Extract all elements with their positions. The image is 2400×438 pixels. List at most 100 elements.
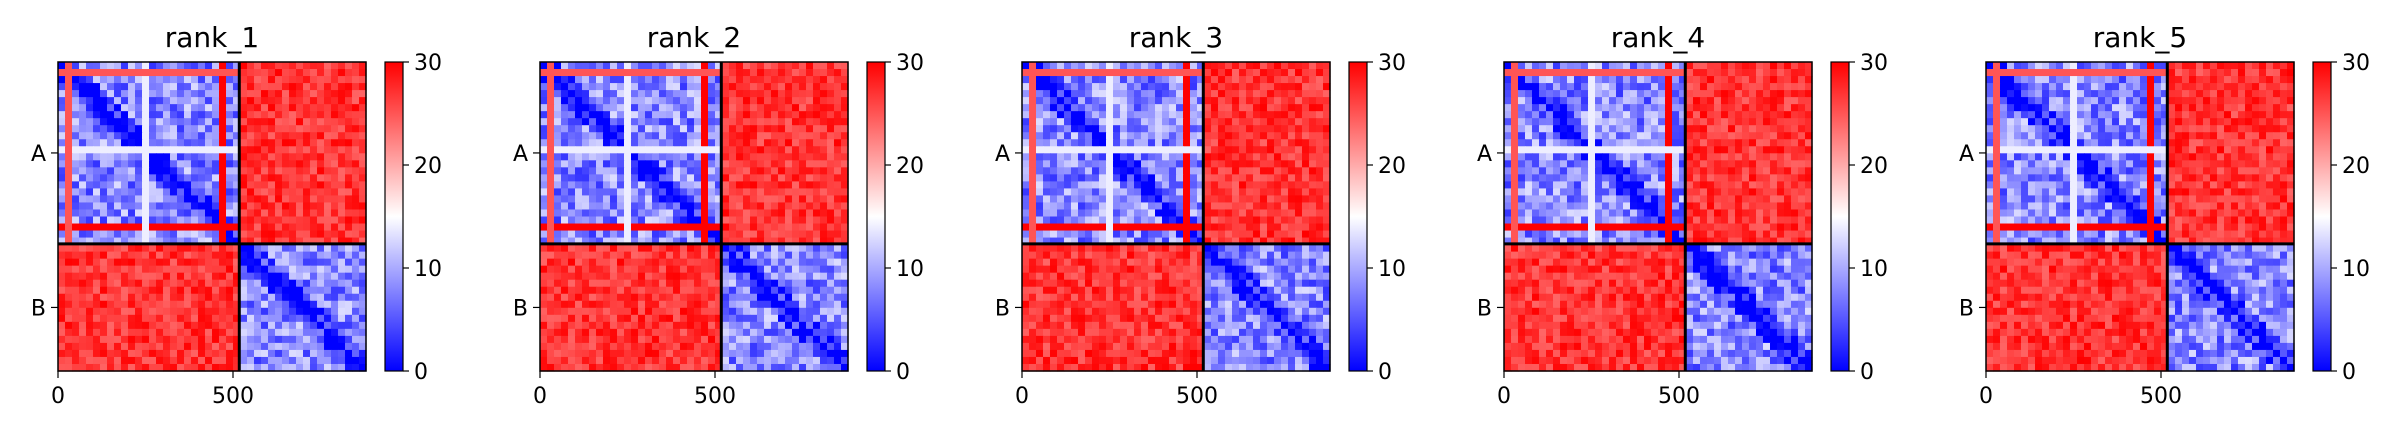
heatmap-cell [324, 118, 332, 126]
heatmap-cell [1036, 181, 1044, 190]
heatmap-cell [771, 83, 779, 91]
heatmap-cell [750, 76, 758, 84]
heatmap-cell [93, 328, 101, 337]
heatmap-cell [708, 167, 716, 175]
heatmap-cell [561, 125, 569, 133]
heatmap-cell [1190, 132, 1198, 140]
heatmap-cell [247, 111, 255, 119]
heatmap-cell [261, 181, 269, 190]
heatmap-cell [624, 167, 632, 175]
heatmap-cell [617, 356, 625, 365]
heatmap-cell [1120, 160, 1128, 168]
heatmap-cell [121, 342, 129, 351]
heatmap-cell [303, 223, 311, 232]
heatmap-cell [1218, 76, 1226, 84]
heatmap-cell [764, 363, 772, 372]
heatmap-cell [575, 223, 583, 232]
heatmap-cell [331, 237, 339, 246]
heatmap-cell [771, 335, 779, 344]
heatmap-cell [645, 195, 653, 204]
heatmap-cell [142, 160, 150, 168]
heatmap-cell [296, 90, 304, 98]
heatmap-cell [79, 90, 87, 98]
heatmap-cell [352, 258, 360, 267]
heatmap-cell [1092, 181, 1100, 190]
heatmap-cell [624, 223, 632, 232]
heatmap-cell [1239, 62, 1247, 70]
heatmap-cell [72, 328, 80, 337]
heatmap-cell [58, 209, 66, 218]
heatmap-cell [610, 202, 618, 211]
heatmap-cell [212, 349, 220, 358]
heatmap-cell [135, 146, 143, 154]
heatmap-cell [1246, 104, 1254, 112]
heatmap-cell [666, 356, 674, 365]
heatmap-cell [184, 328, 192, 337]
heatmap-cell [568, 160, 576, 168]
heatmap-cell [603, 111, 611, 119]
heatmap-cell [191, 286, 199, 295]
heatmap-cell [338, 237, 346, 246]
heatmap-cell [100, 104, 108, 112]
heatmap-cell [694, 293, 702, 302]
heatmap-cell [261, 167, 269, 175]
heatmap-cell [785, 139, 793, 147]
heatmap-cell [149, 167, 157, 175]
heatmap-cell [1218, 139, 1226, 147]
heatmap-cell [1246, 139, 1254, 147]
heatmap-cell [1183, 174, 1191, 182]
heatmap-cell [156, 237, 164, 246]
heatmap-cell [701, 195, 709, 204]
heatmap-cell [100, 160, 108, 168]
heatmap-cell [275, 272, 283, 281]
heatmap-cell [750, 286, 758, 295]
heatmap-cell [1113, 146, 1121, 154]
heatmap-cell [100, 188, 108, 197]
heatmap-cell [58, 244, 66, 253]
heatmap-cell [568, 153, 576, 161]
heatmap-cell [666, 132, 674, 140]
heatmap-cell [638, 251, 646, 260]
heatmap-cell [1141, 90, 1149, 98]
heatmap-cell [827, 258, 835, 267]
heatmap-cell [1232, 209, 1240, 218]
heatmap-cell [1218, 118, 1226, 126]
heatmap-cell [1225, 125, 1233, 133]
heatmap-cell [729, 167, 737, 175]
heatmap-cell [261, 90, 269, 98]
heatmap-cell [799, 111, 807, 119]
heatmap-cell [65, 251, 73, 260]
heatmap-cell [254, 251, 262, 260]
heatmap-cell [352, 146, 360, 154]
heatmap-cell [841, 97, 849, 105]
heatmap-cell [638, 118, 646, 126]
heatmap-cell [156, 279, 164, 288]
heatmap-cell [1127, 69, 1135, 77]
heatmap-cell [603, 258, 611, 267]
heatmap-cell [687, 293, 695, 302]
heatmap-cell [338, 167, 346, 175]
heatmap-cell [1253, 153, 1261, 161]
heatmap-cell [715, 349, 723, 358]
heatmap-cell [1190, 174, 1198, 182]
heatmap-cell [79, 181, 87, 190]
heatmap-cell [100, 342, 108, 351]
heatmap-cell [673, 160, 681, 168]
heatmap-cell [331, 272, 339, 281]
heatmap-cell [750, 181, 758, 190]
heatmap-cell [107, 209, 115, 218]
heatmap-cell [666, 265, 674, 274]
heatmap-cell [86, 195, 94, 204]
heatmap-cell [638, 265, 646, 274]
heatmap-cell [1148, 83, 1156, 91]
heatmap-cell [352, 90, 360, 98]
heatmap-cell [785, 111, 793, 119]
heatmap-cell [820, 195, 828, 204]
heatmap-cell [575, 83, 583, 91]
heatmap-cell [582, 174, 590, 182]
heatmap-cell [673, 321, 681, 330]
heatmap-cell [352, 181, 360, 190]
heatmap-cell [1078, 209, 1086, 218]
heatmap-cell [345, 265, 353, 274]
heatmap-cell [58, 125, 66, 133]
